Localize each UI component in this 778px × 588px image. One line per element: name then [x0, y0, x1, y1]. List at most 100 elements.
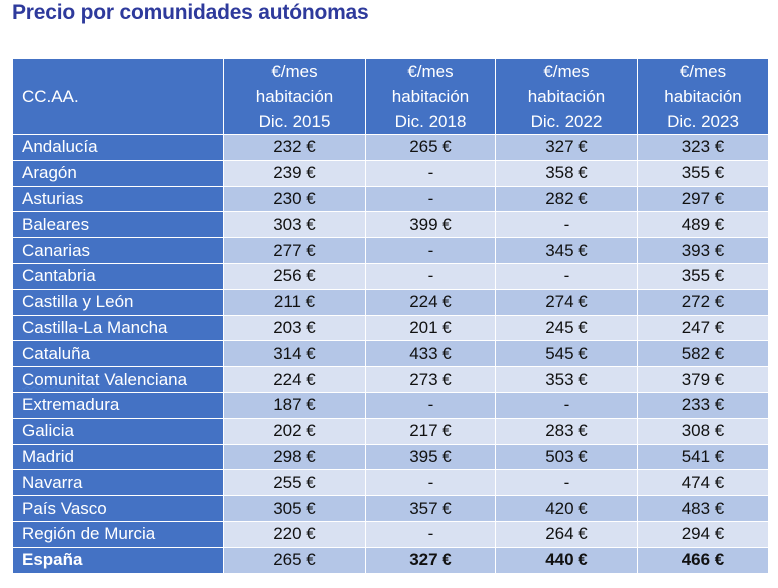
- header-line: €/mes: [543, 62, 590, 81]
- table-row: Asturias 230 € -282 €297 €: [12, 185, 769, 213]
- price-cell: 217 €: [365, 417, 496, 445]
- region-cell: Aragón: [12, 159, 224, 187]
- price-cell: 355 €: [637, 262, 769, 290]
- header-line: Dic. 2015: [258, 112, 331, 131]
- price-cell: 466 €: [637, 546, 769, 574]
- table-row: Andalucía 232 €265 €327 €323 €: [12, 134, 769, 161]
- price-cell: 201 €: [365, 314, 496, 342]
- price-cell: 265 €: [223, 546, 366, 574]
- price-cell: 327 €: [365, 546, 496, 574]
- price-cell: 433 €: [365, 340, 496, 368]
- price-cell: 303 €: [223, 211, 366, 239]
- price-cell: 353 €: [495, 366, 638, 393]
- price-cell: 239 €: [223, 159, 366, 187]
- price-cell: 483 €: [637, 495, 769, 522]
- table-row: Extremadura 187 € - -233 €: [12, 391, 769, 419]
- price-cell: -: [365, 185, 496, 213]
- price-cell: 420 €: [495, 495, 638, 522]
- price-cell: 355 €: [637, 159, 769, 187]
- header-line: CC.AA.: [22, 87, 79, 106]
- price-cell: 327 €: [495, 134, 638, 161]
- column-header-price-4: €/mes habitación Dic. 2023: [637, 58, 769, 135]
- price-cell: 247 €: [637, 314, 769, 342]
- header-line: Dic. 2022: [530, 112, 603, 131]
- region-cell: Andalucía: [12, 134, 224, 161]
- price-cell: -: [365, 237, 496, 264]
- price-cell: 202 €: [223, 417, 366, 445]
- price-table: CC.AA. €/mes habitación Dic. 2015 €/mes habit…: [12, 58, 769, 574]
- table-header-row: CC.AA. €/mes habitación Dic. 2015 €/mes habit…: [12, 58, 769, 135]
- table-row: Madrid 298 €395 €503 €541 €: [12, 443, 769, 471]
- region-cell: Cataluña: [12, 340, 224, 368]
- table-row: Comunitat Valenciana 224 €273 €353 €379 €: [12, 366, 769, 393]
- price-cell: 379 €: [637, 366, 769, 393]
- price-cell: 399 €: [365, 211, 496, 239]
- region-cell: Región de Murcia: [12, 520, 224, 548]
- table-row: Galicia 202 €217 €283 €308 €: [12, 417, 769, 445]
- region-cell: Galicia: [12, 417, 224, 445]
- price-cell: -: [365, 262, 496, 290]
- price-cell: 224 €: [223, 366, 366, 393]
- price-cell: -: [365, 469, 496, 497]
- price-cell: 357 €: [365, 495, 496, 522]
- region-cell: País Vasco: [12, 495, 224, 522]
- price-cell: 545 €: [495, 340, 638, 368]
- price-cell: 245 €: [495, 314, 638, 342]
- table-row: Cantabria 256 € - -355 €: [12, 262, 769, 290]
- region-cell: Cantabria: [12, 262, 224, 290]
- price-cell: 489 €: [637, 211, 769, 239]
- price-cell: -: [365, 391, 496, 419]
- price-cell: 233 €: [637, 391, 769, 419]
- price-cell: 582 €: [637, 340, 769, 368]
- column-header-price-2: €/mes habitación Dic. 2018: [365, 58, 496, 135]
- price-cell: -: [495, 262, 638, 290]
- table-row: País Vasco 305 €357 €420 €483 €: [12, 495, 769, 522]
- table-row: Baleares 303 €399 € -489 €: [12, 211, 769, 239]
- spellcheck-underlined-word: Comunitat: [22, 369, 100, 389]
- price-cell: 297 €: [637, 185, 769, 213]
- price-cell: 298 €: [223, 443, 366, 471]
- header-line: €/mes: [271, 62, 318, 81]
- header-line: €/mes: [407, 62, 454, 81]
- price-cell: -: [365, 159, 496, 187]
- price-cell: 187 €: [223, 391, 366, 419]
- price-cell: 541 €: [637, 443, 769, 471]
- price-cell: 211 €: [223, 288, 366, 316]
- table-row: Canarias 277 € -345 €393 €: [12, 237, 769, 264]
- region-cell: Asturias: [12, 185, 224, 213]
- region-cell: Navarra: [12, 469, 224, 497]
- price-cell: 273 €: [365, 366, 496, 393]
- price-cell: 264 €: [495, 520, 638, 548]
- header-line: habitación: [664, 87, 742, 106]
- price-cell: 308 €: [637, 417, 769, 445]
- region-cell: Castilla y León: [12, 288, 224, 316]
- price-cell: 323 €: [637, 134, 769, 161]
- region-cell: Castilla-La Mancha: [12, 314, 224, 342]
- price-cell: 220 €: [223, 520, 366, 548]
- header-line: €/mes: [679, 62, 727, 81]
- price-cell: 305 €: [223, 495, 366, 522]
- price-cell: 265 €: [365, 134, 496, 161]
- price-cell: 230 €: [223, 185, 366, 213]
- price-cell: 474 €: [637, 469, 769, 497]
- table-row: Navarra 255 € - -474 €: [12, 469, 769, 497]
- price-cell: 274 €: [495, 288, 638, 316]
- column-header-price-3: €/mes habitación Dic. 2022: [495, 58, 638, 135]
- price-cell: 256 €: [223, 262, 366, 290]
- price-cell: 224 €: [365, 288, 496, 316]
- page-title: Precio por comunidades autónomas: [12, 1, 369, 24]
- price-cell: 358 €: [495, 159, 638, 187]
- price-cell: 393 €: [637, 237, 769, 264]
- price-cell: -: [495, 469, 638, 497]
- price-cell: 272 €: [637, 288, 769, 316]
- price-cell: 282 €: [495, 185, 638, 213]
- price-cell: -: [495, 211, 638, 239]
- price-cell: 345 €: [495, 237, 638, 264]
- header-line: Dic. 2018: [394, 112, 467, 131]
- table-row: Aragón 239 € -358 €355 €: [12, 159, 769, 187]
- price-cell: 440 €: [495, 546, 638, 574]
- region-cell: Comunitat Valenciana: [12, 366, 224, 393]
- table-row: Cataluña 314 €433 €545 €582 €: [12, 340, 769, 368]
- region-cell: Baleares: [12, 211, 224, 239]
- price-cell: -: [495, 391, 638, 419]
